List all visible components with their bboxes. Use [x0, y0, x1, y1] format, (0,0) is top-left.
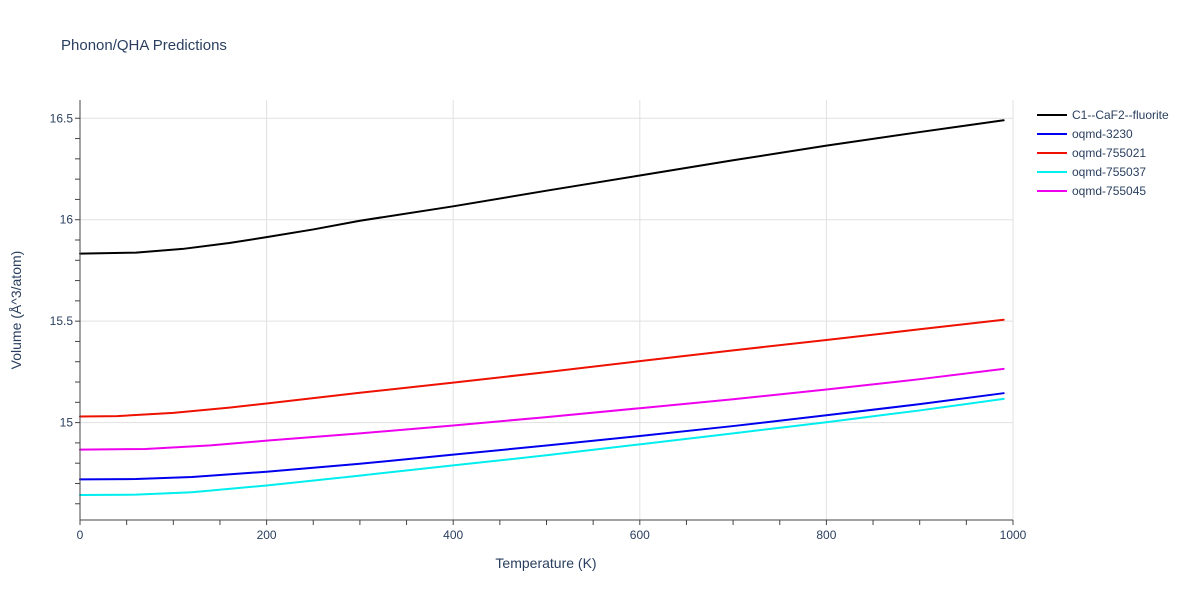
legend-item[interactable]: C1--CaF2--fluorite [1037, 108, 1169, 122]
y-axis-title: Volume (Å^3/atom) [8, 251, 24, 370]
series-line-oqmd-755045[interactable] [79, 367, 1005, 451]
x-tick-label: 200 [257, 528, 277, 542]
axes: 0 200 400 600 800 1000 15 15.5 16 16.5 [50, 100, 1027, 542]
plot-area [79, 119, 1005, 497]
y-tick-label: 15 [60, 416, 74, 430]
y-tick-label: 16.5 [50, 111, 74, 125]
chart-title: Phonon/QHA Predictions [61, 37, 227, 54]
legend-label: oqmd-755037 [1072, 165, 1146, 179]
legend-label: oqmd-755021 [1072, 146, 1146, 160]
series-line-oqmd-3230[interactable] [79, 392, 1005, 481]
series-line-oqmd-755021[interactable] [79, 318, 1005, 418]
legend-label: oqmd-755045 [1072, 184, 1146, 198]
legend-label: C1--CaF2--fluorite [1072, 108, 1169, 122]
x-tick-label: 600 [630, 528, 650, 542]
x-tick-label: 800 [816, 528, 836, 542]
y-tick-label: 16 [60, 213, 74, 227]
legend[interactable]: C1--CaF2--fluorite oqmd-3230 oqmd-755021 oq… [1037, 108, 1169, 198]
series-line-C1--CaF2--fluorite[interactable] [79, 119, 1005, 255]
legend-item[interactable]: oqmd-755045 [1037, 184, 1146, 198]
legend-item[interactable]: oqmd-755037 [1037, 165, 1146, 179]
grid [80, 100, 1014, 520]
legend-item[interactable]: oqmd-3230 [1037, 127, 1133, 141]
x-axis-title: Temperature (K) [495, 555, 596, 571]
x-tick-label: 400 [443, 528, 463, 542]
legend-label: oqmd-3230 [1072, 127, 1133, 141]
x-tick-label: 1000 [1000, 528, 1027, 542]
series-line-oqmd-755037[interactable] [79, 397, 1005, 497]
legend-item[interactable]: oqmd-755021 [1037, 146, 1146, 160]
x-tick-label: 0 [77, 528, 84, 542]
y-tick-label: 15.5 [50, 314, 74, 328]
